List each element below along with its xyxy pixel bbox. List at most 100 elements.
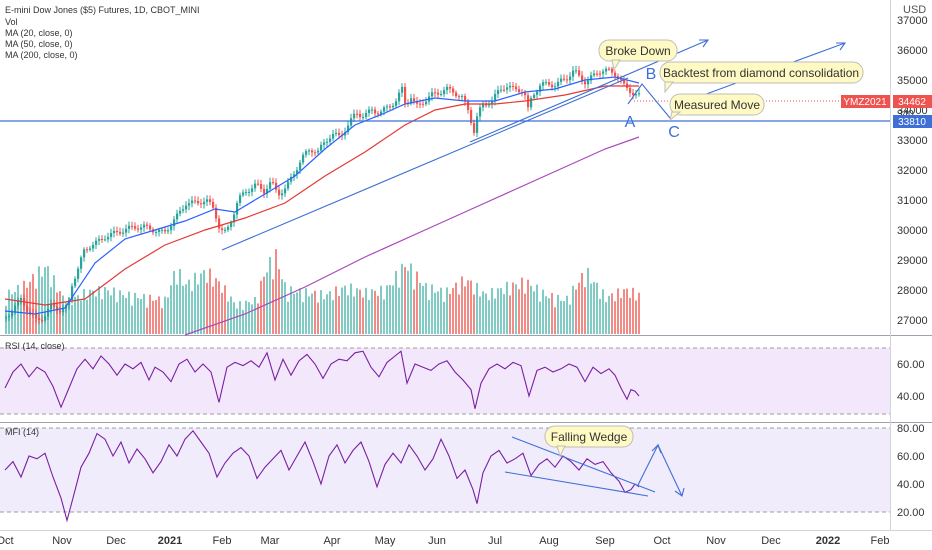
candle-body[interactable] (602, 71, 605, 74)
candle-body[interactable] (149, 225, 152, 230)
candle-body[interactable] (182, 209, 185, 211)
candle-body[interactable] (353, 113, 356, 119)
candle-body[interactable] (416, 101, 419, 104)
candle-body[interactable] (41, 320, 44, 322)
callout-falling-wedge[interactable]: Falling Wedge (544, 425, 634, 458)
candle-body[interactable] (326, 141, 329, 143)
candle-body[interactable] (392, 105, 395, 108)
candle-body[interactable] (563, 78, 566, 80)
candle-body[interactable] (8, 316, 11, 318)
candle-body[interactable] (299, 162, 302, 171)
candle-body[interactable] (185, 205, 188, 210)
candle-body[interactable] (611, 68, 614, 73)
candle-body[interactable] (203, 201, 206, 205)
candle-body[interactable] (434, 92, 437, 94)
candle-body[interactable] (191, 200, 194, 204)
candle-body[interactable] (554, 86, 557, 88)
candle-body[interactable] (167, 230, 170, 232)
candle-body[interactable] (254, 183, 257, 189)
candle-body[interactable] (575, 70, 578, 72)
candle-body[interactable] (224, 229, 227, 231)
candle-body[interactable] (551, 84, 554, 88)
candle-body[interactable] (629, 87, 632, 93)
candle-body[interactable] (527, 95, 530, 108)
chart-title[interactable]: E-mini Dow Jones ($5) Futures, 1D, CBOT_… (5, 5, 200, 15)
candle-body[interactable] (530, 97, 533, 108)
candle-body[interactable] (74, 278, 77, 287)
candle-body[interactable] (251, 188, 254, 192)
candle-body[interactable] (200, 203, 203, 205)
candle-body[interactable] (14, 305, 17, 313)
rsi-title[interactable]: RSI (14, close) (5, 341, 65, 351)
candle-body[interactable] (287, 181, 290, 189)
candle-body[interactable] (266, 188, 269, 194)
candle-body[interactable] (437, 92, 440, 95)
candle-body[interactable] (494, 93, 497, 101)
candle-body[interactable] (422, 103, 425, 105)
indicator-label[interactable]: MA (50, close, 0) (5, 39, 73, 49)
candle-body[interactable] (170, 226, 173, 231)
candle-body[interactable] (320, 144, 323, 151)
candle-body[interactable] (413, 98, 416, 102)
candle-body[interactable] (86, 249, 89, 251)
candle-body[interactable] (284, 188, 287, 194)
candle-body[interactable] (443, 90, 446, 95)
candle-body[interactable] (263, 188, 266, 194)
candle-body[interactable] (566, 79, 569, 81)
candle-body[interactable] (359, 113, 362, 118)
wedge-upper-line[interactable] (511, 436, 656, 493)
candle-body[interactable] (572, 70, 575, 77)
candle-body[interactable] (452, 88, 455, 93)
candle-body[interactable] (242, 192, 245, 196)
candle-body[interactable] (302, 154, 305, 163)
candle-body[interactable] (137, 228, 140, 230)
candle-body[interactable] (197, 200, 200, 204)
time-axis[interactable]: Oct Nov Dec 2021 Feb Mar Apr May Jun Jul Aug Sep Oct… (0, 535, 889, 547)
mfi-axis[interactable]: 80.00 60.00 40.00 20.00 (897, 423, 925, 519)
candle-body[interactable] (161, 229, 164, 231)
candle-body[interactable] (119, 232, 122, 234)
candle-body[interactable] (332, 133, 335, 139)
candle-body[interactable] (323, 142, 326, 145)
candle-body[interactable] (269, 182, 272, 189)
candle-body[interactable] (395, 101, 398, 106)
candle-body[interactable] (542, 82, 545, 86)
rsi-axis[interactable]: 60.00 40.00 (897, 359, 925, 403)
candle-body[interactable] (374, 109, 377, 114)
candle-body[interactable] (113, 230, 116, 234)
candle-body[interactable] (473, 122, 476, 133)
candle-body[interactable] (281, 193, 284, 196)
candle-body[interactable] (11, 312, 14, 317)
candle-body[interactable] (92, 244, 95, 249)
candle-body[interactable] (107, 236, 110, 240)
candle-body[interactable] (131, 225, 134, 227)
mfi-title[interactable]: MFI (14) (5, 427, 39, 437)
candle-body[interactable] (308, 150, 311, 152)
candle-body[interactable] (275, 182, 278, 190)
candle-body[interactable] (227, 226, 230, 230)
candle-body[interactable] (89, 248, 92, 250)
candle-body[interactable] (365, 112, 368, 118)
indicator-label[interactable]: MA (20, close, 0) (5, 28, 73, 38)
candle-body[interactable] (47, 308, 50, 317)
candle-body[interactable] (347, 125, 350, 133)
candle-body[interactable] (362, 117, 365, 119)
candle-body[interactable] (146, 224, 149, 226)
candle-body[interactable] (209, 199, 212, 202)
candle-body[interactable] (215, 207, 218, 219)
candle-body[interactable] (77, 268, 80, 279)
candle-body[interactable] (368, 109, 371, 113)
candle-body[interactable] (164, 229, 167, 232)
candle-body[interactable] (488, 104, 491, 106)
candle-body[interactable] (83, 249, 86, 258)
candle-body[interactable] (314, 152, 317, 154)
candle-body[interactable] (122, 232, 125, 234)
candle-body[interactable] (536, 91, 539, 95)
candle-body[interactable] (296, 170, 299, 175)
candle-body[interactable] (404, 86, 407, 104)
candle-body[interactable] (401, 86, 404, 93)
candle-body[interactable] (230, 222, 233, 227)
candle-body[interactable] (80, 257, 83, 269)
candle-body[interactable] (590, 75, 593, 81)
candle-body[interactable] (581, 75, 584, 82)
